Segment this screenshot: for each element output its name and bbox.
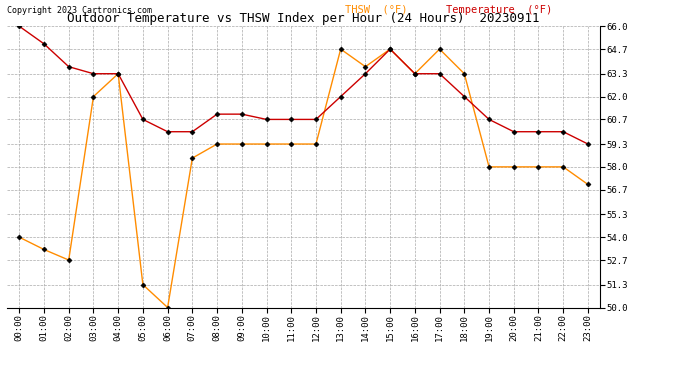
Text: Copyright 2023 Cartronics.com: Copyright 2023 Cartronics.com — [7, 6, 152, 15]
Title: Outdoor Temperature vs THSW Index per Hour (24 Hours)  20230911: Outdoor Temperature vs THSW Index per Ho… — [68, 12, 540, 25]
Text: Temperature  (°F): Temperature (°F) — [446, 5, 552, 15]
Text: THSW  (°F): THSW (°F) — [345, 5, 408, 15]
